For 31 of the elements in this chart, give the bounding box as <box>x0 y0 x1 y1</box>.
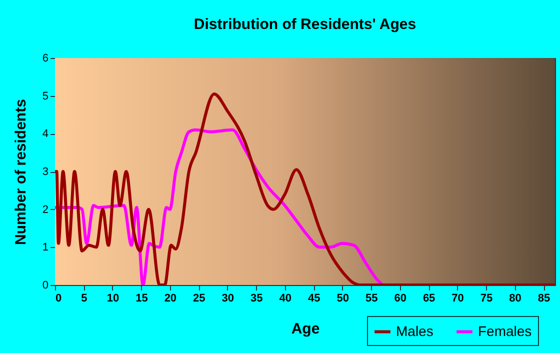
legend-label: Males <box>396 322 434 339</box>
y-tick-label: 1 <box>42 242 48 254</box>
x-tick-label: 85 <box>538 292 550 304</box>
x-tick-label: 50 <box>336 292 349 304</box>
line-series <box>55 128 384 285</box>
y-tick-label: 0 <box>42 280 48 292</box>
y-tick-label: 6 <box>42 52 48 64</box>
x-tick-label: 20 <box>164 292 177 304</box>
x-tick-label: 70 <box>452 292 464 304</box>
x-tick-label: 45 <box>308 292 320 304</box>
chart-title: Distribution of Residents' Ages <box>194 16 416 33</box>
legend-label: Females <box>478 322 532 339</box>
x-tick-label: 60 <box>394 292 406 304</box>
x-axis-title: Age <box>291 320 320 338</box>
x-tick-label: 30 <box>222 292 234 304</box>
x-tick-label: 80 <box>509 292 522 304</box>
y-tick-label: 3 <box>42 166 48 178</box>
x-tick-label: 65 <box>422 292 436 304</box>
x-tick-label: 75 <box>480 292 493 304</box>
x-tick-label: 5 <box>81 292 88 304</box>
x-tick-label: 40 <box>279 292 292 304</box>
x-tick-label: 15 <box>136 292 148 304</box>
y-tick-label: 5 <box>42 90 48 102</box>
x-tick-label: 10 <box>106 292 120 304</box>
y-axis-title: Number of residents <box>12 99 30 245</box>
x-tick-label: 0 <box>56 292 62 304</box>
y-tick-label: 4 <box>42 128 48 140</box>
y-tick-label: 2 <box>42 204 48 216</box>
x-tick-label: 25 <box>193 292 206 304</box>
x-tick-label: 55 <box>365 292 378 304</box>
x-tick-label: 35 <box>250 292 263 304</box>
